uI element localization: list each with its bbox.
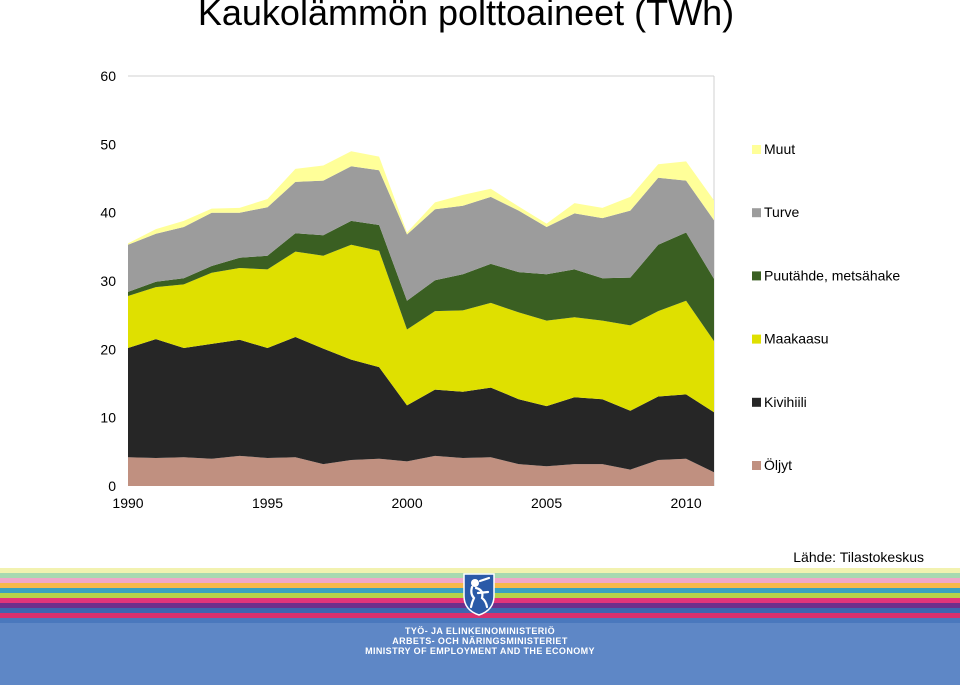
legend-item: Maakaasu bbox=[752, 331, 829, 347]
legend-swatch bbox=[752, 271, 761, 281]
legend-label: Maakaasu bbox=[764, 331, 829, 347]
legend-swatch bbox=[752, 397, 761, 407]
y-tick-label: 20 bbox=[100, 341, 116, 357]
ministry-name-en: MINISTRY OF EMPLOYMENT AND THE ECONOMY bbox=[365, 646, 595, 656]
legend-label: Puutähde, metsähake bbox=[764, 267, 900, 283]
area-series-3 bbox=[128, 220, 714, 342]
legend-item: Turve bbox=[752, 204, 799, 220]
page-title: Kaukolämmön polttoaineet (TWh) bbox=[197, 0, 735, 33]
x-tick-label: 2010 bbox=[671, 495, 702, 511]
y-tick-label: 40 bbox=[100, 205, 116, 221]
footer-stripe bbox=[0, 568, 960, 573]
ministry-name-fi: TYÖ- JA ELINKEINOMINISTERIÖ bbox=[405, 626, 555, 636]
legend-label: Turve bbox=[764, 204, 799, 220]
ministry-footer: TYÖ- JA ELINKEINOMINISTERIÖ ARBETS- OCH … bbox=[0, 568, 960, 685]
legend-swatch bbox=[752, 145, 761, 154]
legend-swatch bbox=[752, 461, 761, 470]
ministry-name-sv: ARBETS- OCH NÄRINGSMINISTERIET bbox=[392, 636, 568, 646]
legend-label: Muut bbox=[764, 141, 795, 157]
legend-item: Kivihiili bbox=[752, 394, 807, 410]
legend-swatch bbox=[752, 334, 761, 344]
y-tick-label: 60 bbox=[100, 68, 116, 84]
legend-label: Öljyt bbox=[764, 456, 792, 473]
y-tick-label: 30 bbox=[100, 273, 116, 289]
source-note: Lähde: Tilastokeskus bbox=[793, 549, 924, 565]
area-chart: 0 10 20 30 40 50 60 1990 1995 2000 2005 2010 Muut T… bbox=[100, 68, 900, 511]
area-series-2 bbox=[128, 244, 714, 413]
lion-crest-icon bbox=[463, 573, 495, 616]
legend-item: Muut bbox=[752, 141, 795, 157]
x-tick-label: 1995 bbox=[252, 495, 283, 511]
x-tick-label: 2005 bbox=[531, 495, 562, 511]
footer-stripe bbox=[0, 613, 960, 618]
legend-item: Puutähde, metsähake bbox=[752, 267, 900, 283]
y-tick-label: 10 bbox=[100, 410, 116, 426]
x-tick-label: 1990 bbox=[112, 495, 143, 511]
area-series-1 bbox=[128, 337, 714, 473]
legend-swatch bbox=[752, 208, 761, 218]
footer-stripe bbox=[0, 618, 960, 623]
legend-item: Öljyt bbox=[752, 456, 792, 473]
y-tick-label: 0 bbox=[108, 478, 116, 494]
area-series-4 bbox=[128, 166, 714, 301]
area-series-0 bbox=[128, 455, 714, 486]
x-tick-label: 2000 bbox=[391, 495, 422, 511]
y-tick-label: 50 bbox=[100, 136, 116, 152]
legend-label: Kivihiili bbox=[764, 394, 807, 410]
